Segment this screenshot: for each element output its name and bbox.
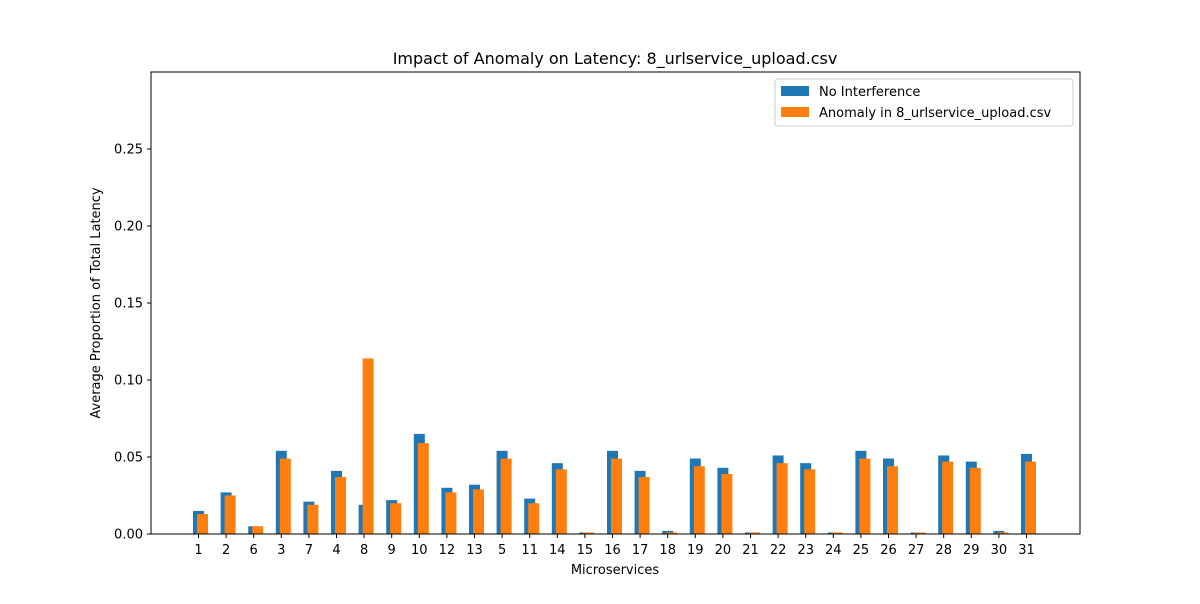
- bar-anomaly-16: [611, 458, 622, 534]
- y-tick-label: 0.00: [114, 528, 143, 543]
- bar-anomaly-21: [749, 532, 760, 534]
- bar-anomaly-1: [197, 513, 208, 534]
- x-tick-label: 2: [222, 543, 230, 558]
- x-tick-label: 6: [250, 543, 258, 558]
- legend-swatch-no-interference: [781, 86, 809, 96]
- x-tick-label: 5: [498, 543, 506, 558]
- legend-label-no-interference: No Interference: [819, 85, 920, 100]
- bar-anomaly-7: [307, 504, 319, 534]
- bar-anomaly-30: [997, 532, 1009, 534]
- bar-anomaly-6: [252, 526, 264, 534]
- x-tick-label: 11: [521, 543, 538, 558]
- bar-anomaly-4: [335, 477, 346, 534]
- x-tick-label: 23: [797, 543, 814, 558]
- x-tick-label: 18: [659, 543, 676, 558]
- y-tick-label: 0.25: [114, 143, 143, 158]
- x-tick-label: 17: [632, 543, 649, 558]
- x-axis-ticks: 1 2 6 3 7 4 8 9 10 12 13 5 11 14 15 16 17 18 19 20 21 22 23 24 2…: [194, 534, 1035, 558]
- bar-no-interference-18: [662, 530, 674, 534]
- x-tick-label: 25: [853, 543, 870, 558]
- x-tick-label: 31: [1018, 543, 1035, 558]
- bar-anomaly-3: [279, 458, 291, 534]
- x-tick-label: 7: [305, 543, 313, 558]
- bar-anomaly-20: [721, 473, 733, 534]
- bar-anomaly-5: [500, 458, 512, 534]
- bar-anomaly-24: [831, 532, 843, 534]
- x-tick-label: 16: [604, 543, 621, 558]
- x-tick-label: 27: [908, 543, 925, 558]
- bar-anomaly-18: [666, 532, 678, 534]
- y-tick-label: 0.05: [114, 451, 143, 466]
- bar-anomaly-11: [528, 503, 540, 534]
- bar-anomaly-10: [417, 443, 429, 534]
- x-axis-label: Microservices: [571, 563, 660, 578]
- x-tick-label: 26: [880, 543, 897, 558]
- legend-swatch-anomaly: [781, 107, 809, 117]
- bar-anomaly-8: [362, 358, 374, 534]
- x-tick-label: 12: [439, 543, 456, 558]
- bar-no-interference-30: [993, 530, 1005, 534]
- legend-label-anomaly: Anomaly in 8_urlservice_upload.csv: [819, 106, 1051, 121]
- x-tick-label: 8: [360, 543, 368, 558]
- y-axis-ticks: 0.00 0.05 0.10 0.15 0.20 0.25: [114, 143, 151, 543]
- x-tick-label: 28: [935, 543, 952, 558]
- y-tick-label: 0.10: [114, 374, 143, 389]
- x-tick-label: 1: [194, 543, 202, 558]
- y-tick-label: 0.20: [114, 220, 143, 235]
- bar-anomaly-12: [445, 492, 457, 534]
- x-tick-label: 21: [742, 543, 759, 558]
- bar-anomaly-17: [638, 477, 650, 534]
- bar-anomaly-15: [583, 532, 595, 534]
- bar-anomaly-26: [887, 466, 898, 534]
- bar-anomaly-29: [969, 467, 981, 534]
- bar-anomaly-22: [776, 463, 788, 534]
- bar-anomaly-13: [473, 489, 484, 534]
- x-tick-label: 20: [715, 543, 732, 558]
- legend: No Interference Anomaly in 8_urlservice_…: [774, 78, 1074, 127]
- x-tick-label: 15: [577, 543, 594, 558]
- bar-anomaly-31: [1025, 461, 1036, 534]
- bar-anomaly-9: [390, 503, 402, 534]
- bar-anomaly-19: [693, 466, 705, 534]
- x-tick-label: 22: [770, 543, 787, 558]
- bar-anomaly-25: [859, 458, 871, 534]
- chart-title: Impact of Anomaly on Latency: 8_urlservi…: [393, 49, 838, 69]
- bar-anomaly-27: [914, 532, 926, 534]
- x-tick-label: 10: [411, 543, 428, 558]
- bar-anomaly-14: [555, 469, 567, 534]
- x-tick-label: 13: [466, 543, 483, 558]
- legend-box: [774, 78, 1074, 127]
- y-axis-label: Average Proportion of Total Latency: [89, 187, 104, 419]
- x-tick-label: 19: [687, 543, 704, 558]
- bars-layer: [193, 358, 1036, 534]
- x-tick-label: 29: [963, 543, 980, 558]
- x-tick-label: 9: [388, 543, 396, 558]
- y-tick-label: 0.15: [114, 297, 143, 312]
- bar-anomaly-2: [224, 495, 236, 534]
- x-tick-label: 3: [277, 543, 285, 558]
- x-tick-label: 4: [332, 543, 340, 558]
- x-tick-label: 30: [991, 543, 1008, 558]
- bar-anomaly-23: [804, 469, 816, 534]
- x-tick-label: 14: [549, 543, 566, 558]
- x-tick-label: 24: [825, 543, 842, 558]
- bar-anomaly-28: [942, 461, 954, 534]
